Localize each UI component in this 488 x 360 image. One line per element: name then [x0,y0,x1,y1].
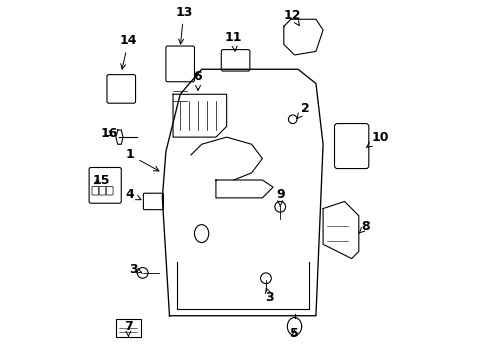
Text: 15: 15 [93,174,110,186]
FancyBboxPatch shape [107,75,135,103]
Text: 3: 3 [129,263,142,276]
Text: 4: 4 [125,188,141,201]
FancyBboxPatch shape [221,50,249,71]
FancyBboxPatch shape [106,186,113,195]
Text: 12: 12 [284,9,301,26]
FancyBboxPatch shape [92,186,99,195]
Text: 14: 14 [120,34,137,69]
FancyBboxPatch shape [334,123,368,168]
Text: 16: 16 [100,127,117,140]
Text: 9: 9 [275,188,284,206]
Bar [116,319,141,337]
FancyBboxPatch shape [143,193,163,210]
Text: 6: 6 [193,70,202,90]
Text: 10: 10 [366,131,388,148]
FancyBboxPatch shape [165,46,194,82]
FancyBboxPatch shape [89,167,121,203]
FancyBboxPatch shape [99,186,106,195]
Text: 2: 2 [296,102,309,118]
Circle shape [260,273,271,284]
Text: 8: 8 [358,220,369,234]
Circle shape [288,115,296,123]
Text: 3: 3 [264,288,273,305]
Circle shape [137,267,148,278]
Text: 13: 13 [175,6,192,44]
Text: 7: 7 [124,320,133,336]
Text: 5: 5 [289,327,298,340]
Circle shape [274,202,285,212]
Text: 1: 1 [125,148,159,171]
Text: 11: 11 [224,31,242,51]
